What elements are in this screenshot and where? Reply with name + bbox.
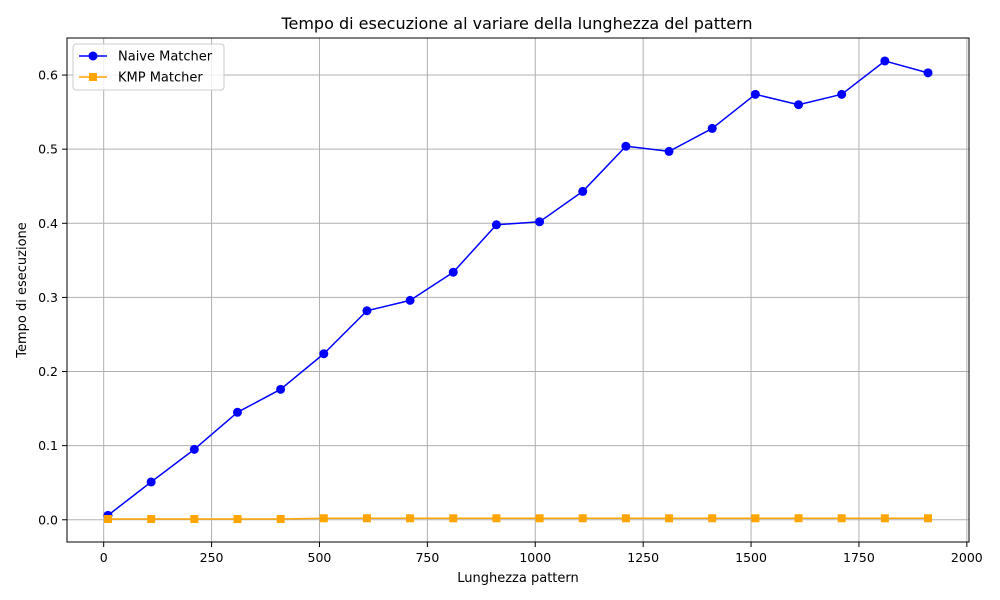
y-tick-label: 0.5	[38, 142, 58, 157]
y-axis-label: Tempo di esecuzione	[15, 222, 30, 359]
y-tick-label: 0.2	[38, 364, 58, 379]
x-tick-label: 0	[100, 550, 108, 565]
x-axis-label: Lunghezza pattern	[457, 571, 579, 586]
data-point	[189, 444, 199, 454]
data-point	[665, 514, 674, 523]
data-point	[232, 407, 242, 417]
data-point	[578, 514, 587, 523]
y-tick-label: 0.6	[38, 68, 58, 83]
legend-box	[72, 43, 225, 91]
data-point	[535, 217, 545, 227]
data-point	[319, 349, 329, 359]
data-point	[794, 514, 803, 523]
data-point	[750, 89, 760, 99]
data-point	[146, 477, 156, 487]
x-tick-label: 500	[308, 550, 332, 565]
data-point	[837, 89, 847, 99]
data-point	[276, 515, 285, 524]
data-point	[664, 146, 674, 156]
series-layer	[103, 56, 933, 524]
x-tick-label: 1000	[519, 550, 551, 565]
data-point	[751, 514, 760, 523]
y-tick-label: 0.4	[38, 216, 58, 231]
data-point	[448, 267, 458, 277]
data-point	[880, 56, 890, 66]
data-point	[837, 514, 846, 523]
data-point	[406, 514, 415, 523]
data-point	[923, 68, 933, 78]
data-point	[104, 515, 112, 524]
legend: Naive Matcher KMP Matcher	[72, 43, 225, 91]
chart-title: Tempo di esecuzione al variare della lun…	[280, 14, 752, 33]
series-kmp-matcher	[104, 514, 932, 524]
data-point	[794, 100, 804, 110]
data-point	[362, 514, 371, 523]
data-point	[362, 306, 372, 316]
data-point	[621, 141, 631, 151]
legend-naive-marker	[88, 51, 98, 61]
legend-kmp-marker	[89, 73, 97, 81]
data-point	[319, 514, 328, 523]
x-tick-label: 250	[200, 550, 224, 565]
data-point	[190, 515, 199, 524]
y-tick-label: 0.1	[38, 438, 58, 453]
plot-frame	[66, 37, 970, 543]
data-point	[707, 123, 717, 133]
data-point	[147, 515, 156, 524]
data-point	[233, 515, 242, 524]
data-point	[449, 514, 458, 523]
y-axis-ticks: 0.0 0.1 0.2 0.3 0.4 0.5 0.6	[38, 68, 67, 527]
data-point	[491, 220, 501, 230]
x-axis-ticks: 0 250 500 750 1000 1250 1500 1750 2000	[100, 542, 983, 565]
data-point	[621, 514, 630, 523]
x-tick-label: 1250	[627, 550, 659, 565]
series-line-kmp-matcher	[108, 517, 928, 520]
legend-naive-label: Naive Matcher	[118, 50, 213, 65]
data-point	[880, 514, 889, 523]
y-tick-label: 0.0	[38, 512, 58, 527]
data-point	[924, 514, 932, 523]
legend-kmp-label: KMP Matcher	[118, 71, 203, 86]
data-point	[708, 514, 717, 523]
plot-background	[67, 38, 969, 542]
x-tick-label: 2000	[951, 550, 983, 565]
data-point	[405, 295, 415, 305]
y-tick-label: 0.3	[38, 290, 58, 305]
x-tick-label: 750	[415, 550, 439, 565]
data-point	[535, 514, 544, 523]
series-naive-matcher	[103, 56, 933, 520]
x-tick-label: 1500	[735, 550, 767, 565]
data-point	[276, 384, 286, 394]
data-point	[492, 514, 501, 523]
series-line-naive-matcher	[107, 60, 929, 516]
data-point	[578, 186, 588, 196]
x-tick-label: 1750	[843, 550, 875, 565]
